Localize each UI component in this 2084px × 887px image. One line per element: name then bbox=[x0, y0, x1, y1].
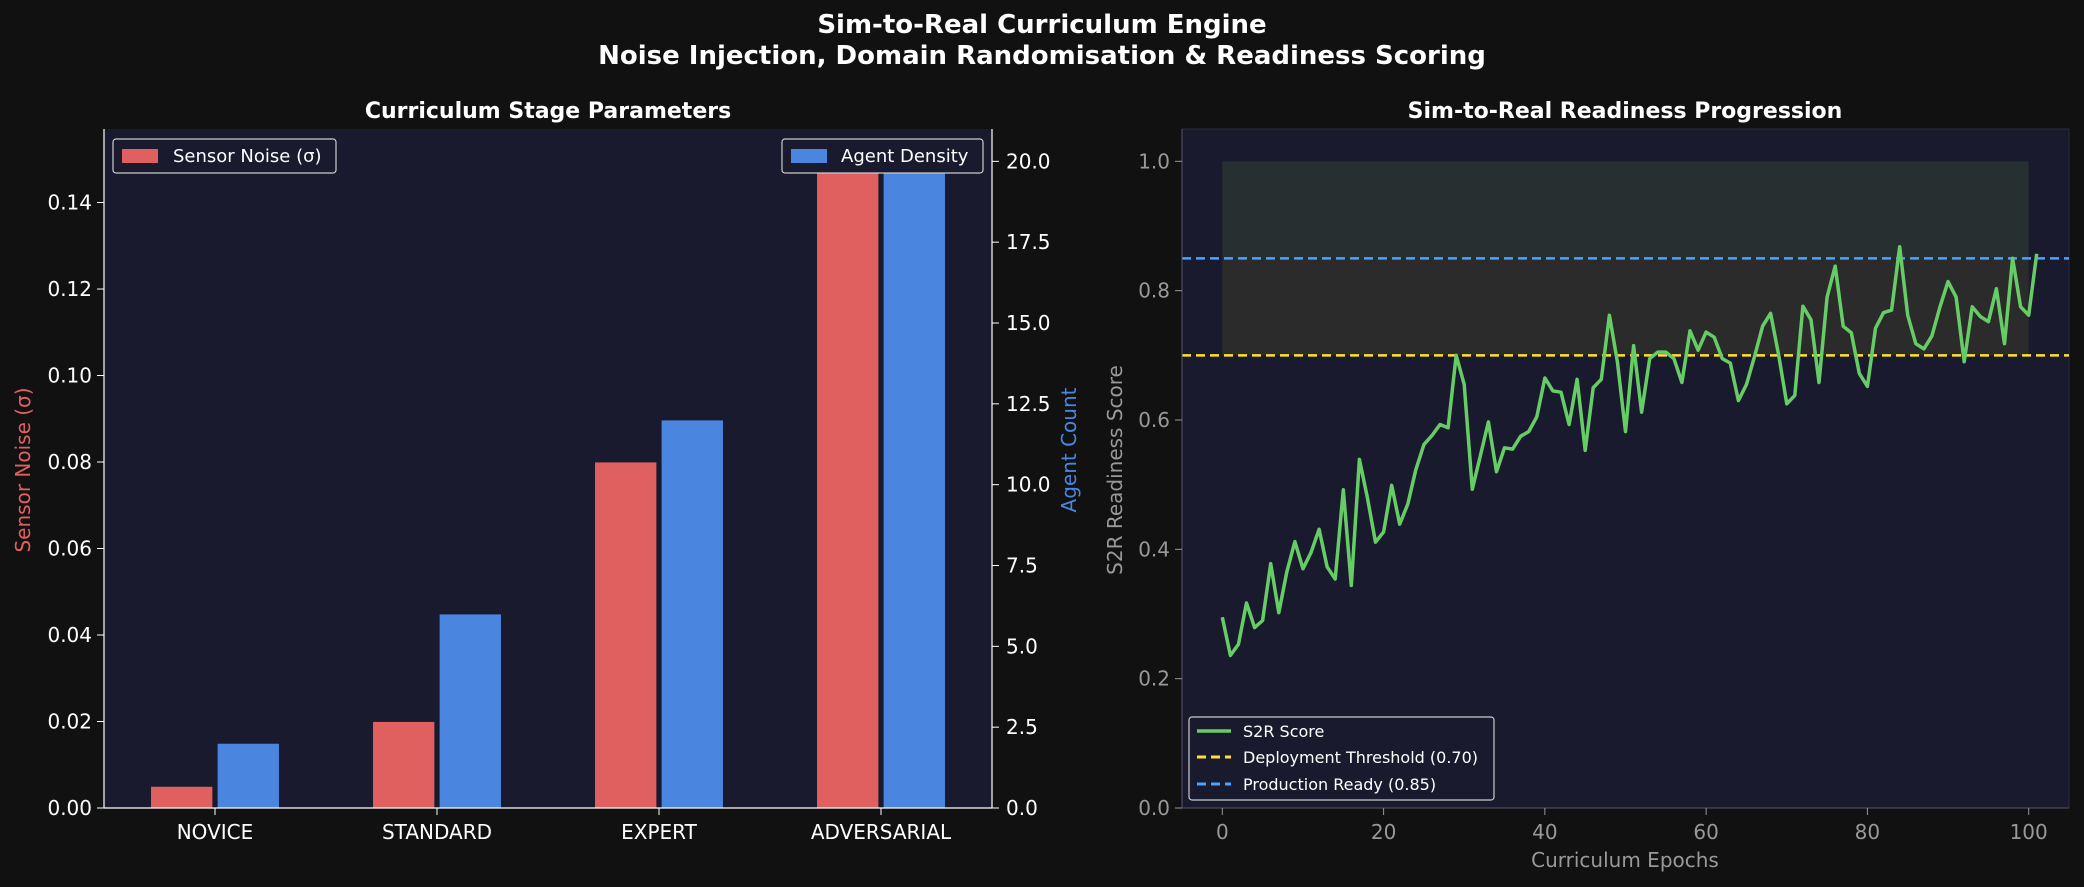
x-tick-label: STANDARD bbox=[382, 820, 492, 844]
y-tick-label: 1.0 bbox=[1138, 149, 1170, 173]
readiness-chart: 0 20 40 60 80 100 0.0 0.2 0.4 0.6 0.8 1.0 Sim-to-R… bbox=[1103, 99, 2070, 872]
left-y-axis-label: Sensor Noise (σ) bbox=[11, 387, 35, 552]
production-legend-label: Production Ready (0.85) bbox=[1243, 775, 1436, 794]
right-y-tick-label: 17.5 bbox=[1006, 230, 1051, 254]
y-tick-label: 0.6 bbox=[1138, 408, 1170, 432]
score-line bbox=[1220, 244, 2039, 658]
left-y-tick-label: 0.02 bbox=[47, 710, 92, 734]
y-tick-label: 0.8 bbox=[1138, 279, 1170, 303]
right-y-tick-label: 5.0 bbox=[1006, 634, 1038, 658]
deploy-legend-label: Deployment Threshold (0.70) bbox=[1243, 748, 1478, 767]
density-legend: Agent Density bbox=[781, 138, 984, 174]
figure-subtitle: Noise Injection, Domain Randomisation & … bbox=[598, 41, 1486, 71]
x-tick-label: ADVERSARIAL bbox=[811, 820, 952, 844]
left-y-tick-label: 0.00 bbox=[47, 796, 92, 820]
y-tick-label: 0.0 bbox=[1138, 796, 1170, 820]
density-bar bbox=[438, 613, 502, 809]
right-y-tick-label: 10.0 bbox=[1006, 473, 1051, 497]
noise-bar bbox=[150, 785, 214, 809]
right-y-axis-label: Agent Count bbox=[1057, 387, 1081, 512]
y-tick-label: 0.2 bbox=[1138, 667, 1170, 691]
right-y-tick-label: 2.5 bbox=[1006, 715, 1038, 739]
score-legend-label: S2R Score bbox=[1243, 722, 1324, 741]
density-bar bbox=[882, 160, 946, 809]
right-y-tick-label: 20.0 bbox=[1006, 149, 1051, 173]
noise-legend-swatch bbox=[122, 149, 158, 163]
density-bar bbox=[216, 742, 280, 809]
noise-bar bbox=[816, 158, 880, 809]
density-legend-swatch bbox=[791, 149, 827, 163]
left-chart-title: Curriculum Stage Parameters bbox=[365, 99, 731, 124]
left-y-tick-label: 0.10 bbox=[47, 364, 92, 388]
left-y-tick-label: 0.14 bbox=[47, 191, 92, 215]
left-y-tick-label: 0.06 bbox=[47, 537, 92, 561]
left-y-tick-label: 0.08 bbox=[47, 450, 92, 474]
right-y-tick-label: 7.5 bbox=[1006, 554, 1038, 578]
x-tick-label: 100 bbox=[2010, 820, 2048, 844]
x-tick-label: 80 bbox=[1855, 820, 1880, 844]
right-x-axis-label: Curriculum Epochs bbox=[1531, 848, 1719, 872]
right-y-axis-label-score: S2R Readiness Score bbox=[1103, 365, 1127, 575]
noise-bar bbox=[594, 461, 658, 809]
stage-parameters-chart: 0.00 0.02 0.04 0.06 0.08 0.10 0.12 0.14 0.0 2.5 5… bbox=[11, 99, 1081, 844]
left-y-tick-label: 0.04 bbox=[47, 623, 92, 647]
x-tick-label: 60 bbox=[1693, 820, 1718, 844]
x-tick-label: NOVICE bbox=[177, 820, 254, 844]
density-bar bbox=[660, 419, 724, 809]
right-y-tick-label: 15.0 bbox=[1006, 311, 1051, 335]
noise-legend-label: Sensor Noise (σ) bbox=[173, 146, 322, 167]
density-legend-label: Agent Density bbox=[841, 146, 969, 167]
noise-bar bbox=[372, 721, 436, 809]
right-y-tick-label: 0.0 bbox=[1006, 796, 1038, 820]
y-tick-label: 0.4 bbox=[1138, 537, 1170, 561]
x-tick-label: 0 bbox=[1216, 820, 1229, 844]
x-tick-label: EXPERT bbox=[621, 820, 697, 844]
x-tick-label: 20 bbox=[1371, 820, 1396, 844]
production-band bbox=[1222, 161, 2029, 259]
right-chart-title: Sim-to-Real Readiness Progression bbox=[1408, 99, 1843, 124]
readiness-legend: S2R Score Deployment Threshold (0.70) Pr… bbox=[1188, 716, 1495, 801]
left-y-tick-label: 0.12 bbox=[47, 277, 92, 301]
noise-legend: Sensor Noise (σ) bbox=[112, 138, 337, 174]
x-tick-label: 40 bbox=[1532, 820, 1557, 844]
right-y-tick-label: 12.5 bbox=[1006, 392, 1051, 416]
figure-title: Sim-to-Real Curriculum Engine bbox=[817, 10, 1266, 40]
